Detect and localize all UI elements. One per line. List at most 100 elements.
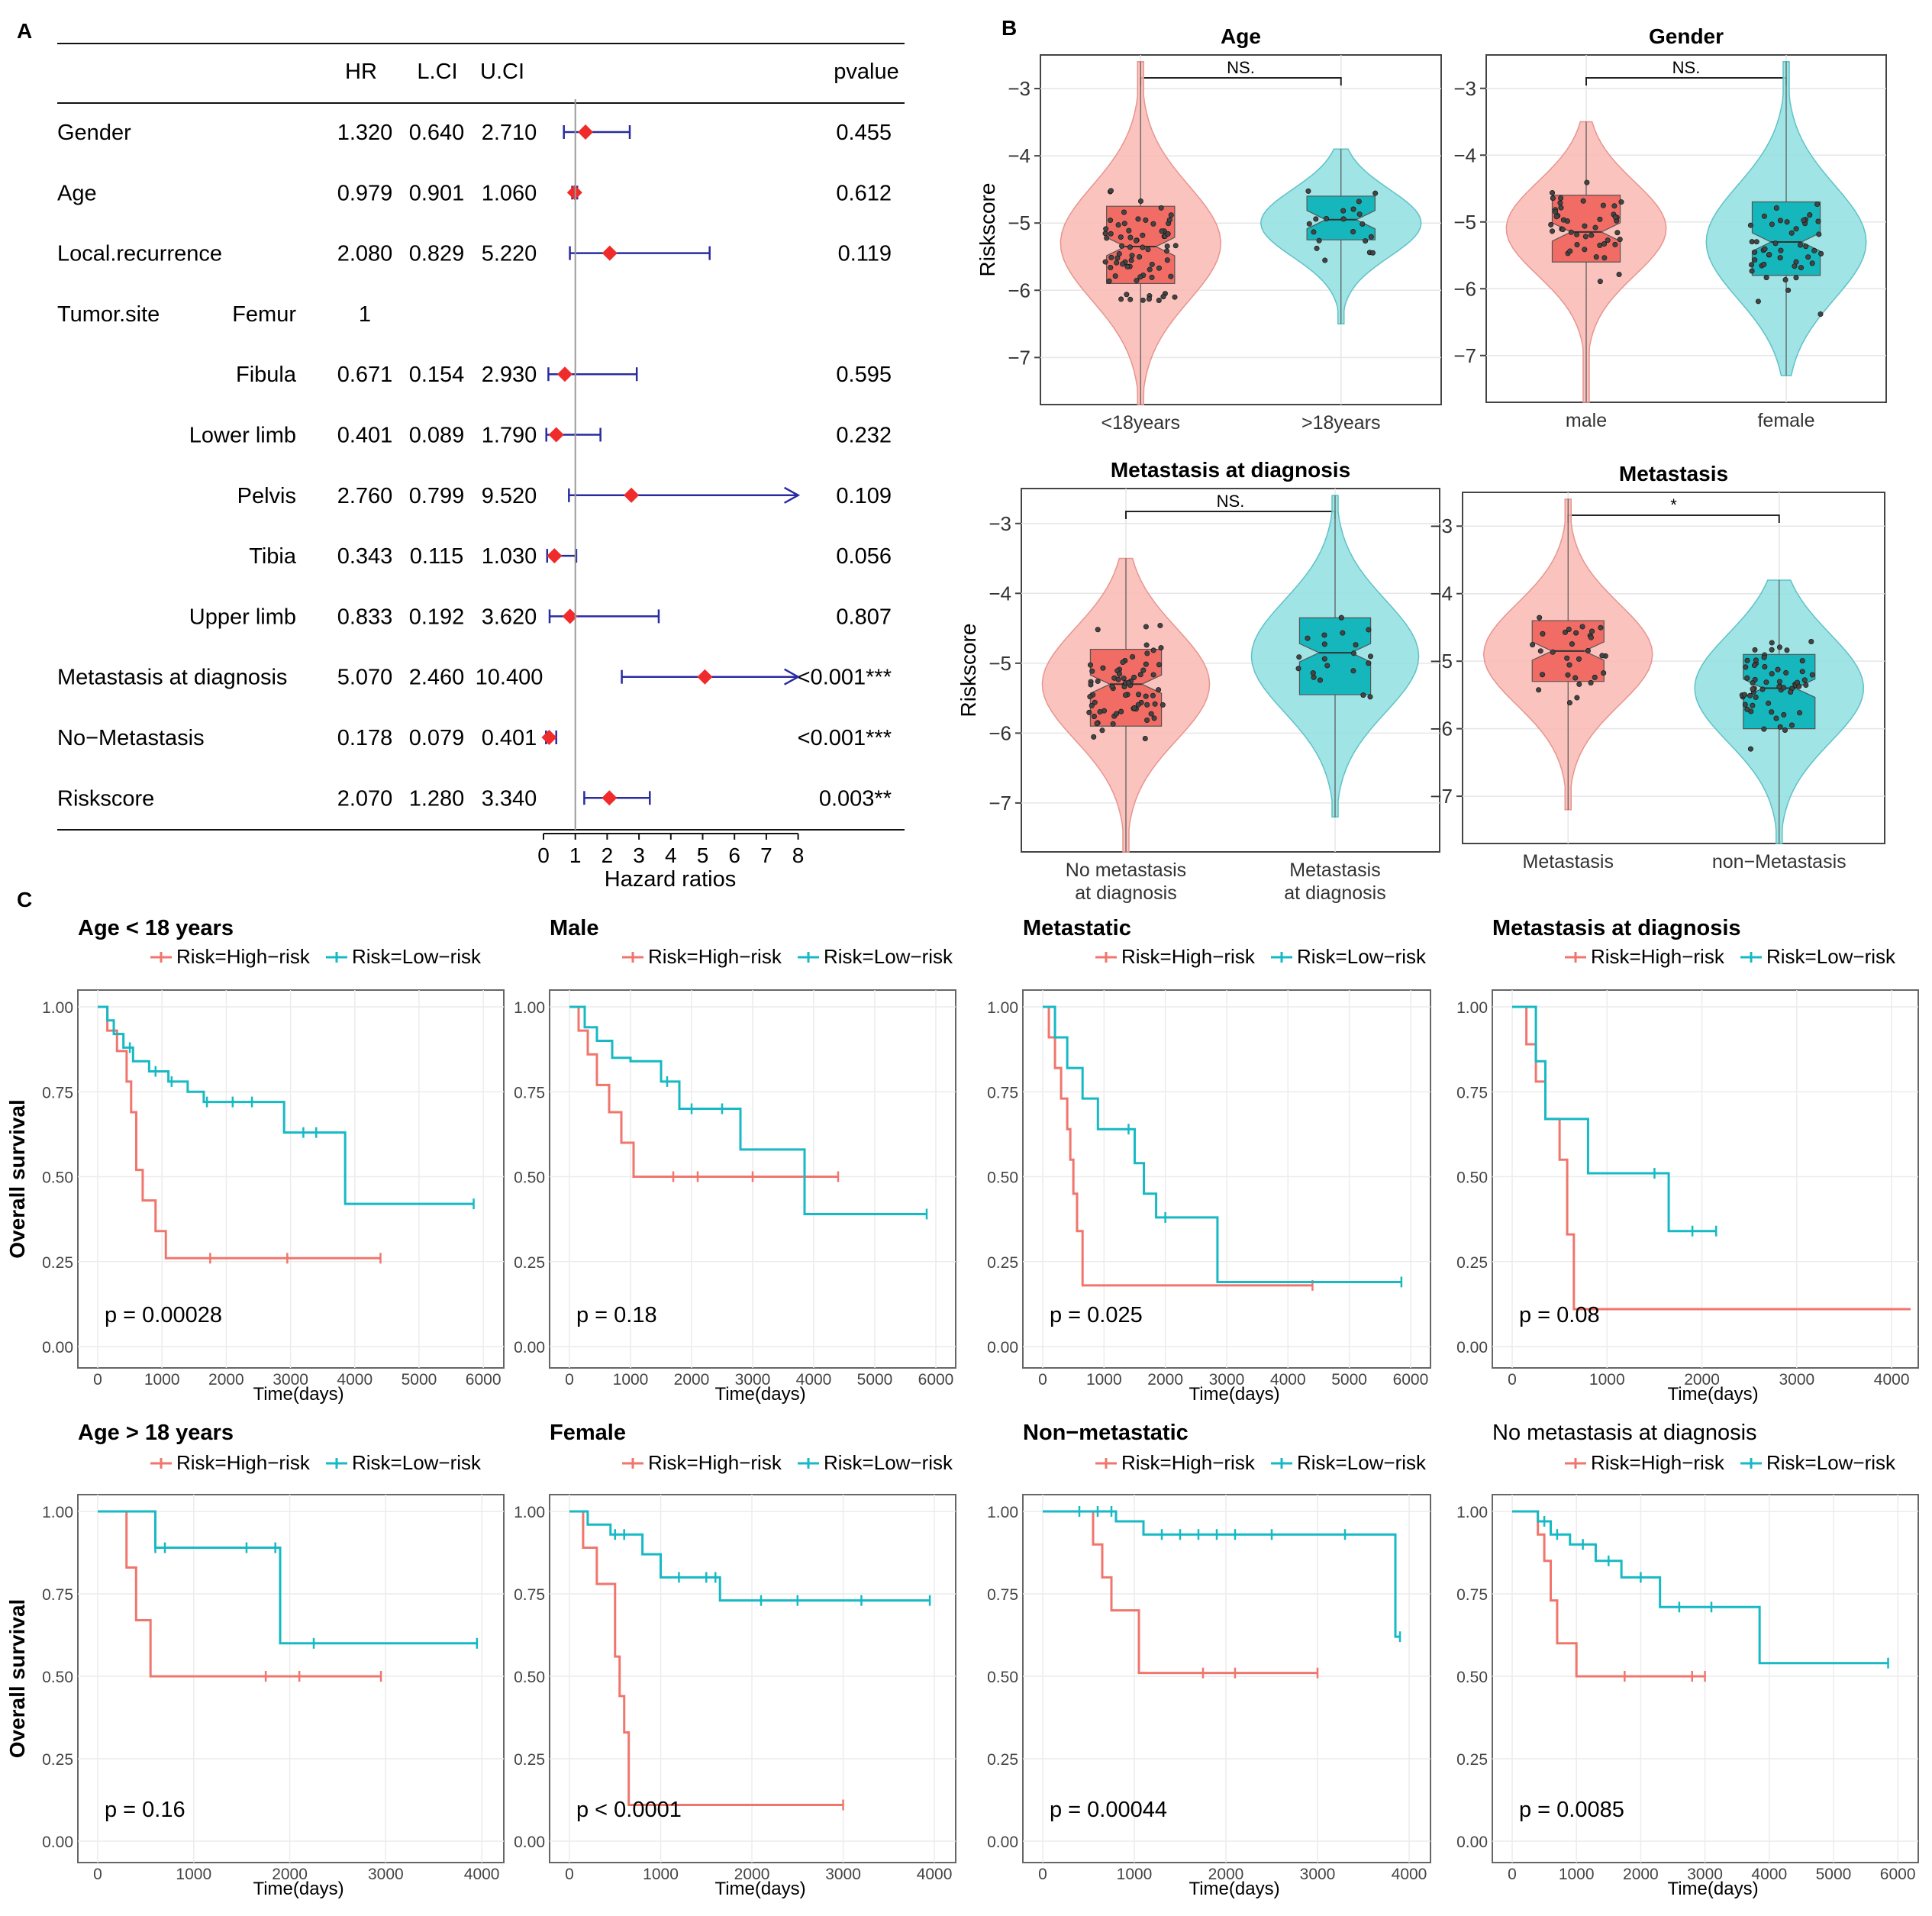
y-tick-label: −7 xyxy=(1008,346,1031,369)
forest-uci-value: 1.790 xyxy=(482,424,537,448)
y-tick-label: −5 xyxy=(989,652,1011,675)
data-point xyxy=(1559,227,1566,233)
data-point xyxy=(1801,218,1807,224)
x-tick-label: 2000 xyxy=(208,1371,244,1389)
legend-label-low: Risk=Low−risk xyxy=(824,945,953,968)
data-point xyxy=(1316,237,1322,244)
data-point xyxy=(1131,705,1137,711)
forest-hr-value: 1 xyxy=(359,302,371,327)
y-tick-label: 0.25 xyxy=(514,1254,545,1272)
x-tick-label: >18years xyxy=(1301,412,1381,434)
y-tick-label: 0.75 xyxy=(987,1586,1018,1604)
y-tick-label: 0.00 xyxy=(42,1834,73,1851)
data-point xyxy=(1129,253,1135,259)
km-title: Age > 18 years xyxy=(78,1421,234,1445)
hr-point xyxy=(556,366,573,382)
data-point xyxy=(1142,735,1148,741)
data-point xyxy=(1772,240,1779,247)
significance-label: NS. xyxy=(1672,58,1701,77)
data-point xyxy=(1143,642,1150,648)
data-point xyxy=(1750,686,1756,692)
data-point xyxy=(1580,198,1586,204)
y-tick-label: 0.75 xyxy=(987,1084,1018,1102)
km-title: Female xyxy=(550,1421,626,1445)
data-point xyxy=(1762,664,1768,670)
data-point xyxy=(1321,641,1327,647)
x-tick-label: 1000 xyxy=(144,1371,180,1389)
forest-row: Metastasis at diagnosis 5.070 2.460 10.400 <… xyxy=(57,666,892,690)
y-tick-label: −3 xyxy=(1430,514,1453,537)
x-tick-label: 0 xyxy=(565,1866,574,1883)
data-point xyxy=(1597,216,1603,222)
data-point xyxy=(1118,708,1124,714)
forest-lci-value: 0.089 xyxy=(409,424,465,448)
data-point xyxy=(1130,653,1136,660)
y-tick-label: 0.50 xyxy=(42,1169,73,1187)
data-point xyxy=(1372,190,1379,196)
forest-pvalue: <0.001*** xyxy=(798,726,892,750)
data-point xyxy=(1574,695,1580,701)
x-tick-label: 4000 xyxy=(337,1371,373,1389)
hr-point xyxy=(548,427,564,443)
forest-x-tick-label: 4 xyxy=(665,843,677,867)
x-tick-label: 2000 xyxy=(734,1866,770,1883)
x-tick-label: 0 xyxy=(565,1371,574,1389)
data-point xyxy=(1618,199,1624,205)
x-tick-label: 4000 xyxy=(464,1866,500,1883)
km-xlabel: Time(days) xyxy=(714,1384,805,1405)
data-point xyxy=(1106,278,1112,284)
data-point xyxy=(1118,234,1124,240)
data-point xyxy=(1809,672,1815,678)
data-point xyxy=(1788,230,1795,236)
data-point xyxy=(1592,224,1598,231)
data-point xyxy=(1156,297,1162,303)
data-point xyxy=(1340,208,1347,214)
km-title: Male xyxy=(550,916,598,940)
km-pvalue: p < 0.0001 xyxy=(576,1798,682,1822)
data-point xyxy=(1540,672,1546,678)
data-point xyxy=(1576,656,1582,662)
data-point xyxy=(1612,214,1618,220)
data-point xyxy=(1769,647,1775,653)
y-tick-label: 0.00 xyxy=(1456,1834,1488,1851)
ci-arrow xyxy=(783,486,801,504)
data-point xyxy=(1353,642,1359,648)
data-point xyxy=(1582,247,1588,253)
data-point xyxy=(1103,226,1109,232)
data-point xyxy=(1597,242,1603,248)
data-point xyxy=(1314,245,1320,251)
x-tick-label: 2000 xyxy=(272,1866,308,1883)
x-tick-label: 3000 xyxy=(1687,1866,1723,1883)
forest-uci-value: 5.220 xyxy=(482,242,537,266)
data-point xyxy=(1808,638,1814,644)
data-point xyxy=(1567,248,1573,254)
data-point xyxy=(1172,243,1179,249)
x-tick-label: 0 xyxy=(1038,1866,1047,1883)
y-tick-label: 0.50 xyxy=(514,1669,545,1686)
x-tick-label: Metastasis xyxy=(1523,851,1614,873)
forest-uci-value: 3.620 xyxy=(482,605,537,629)
forest-row-label: Gender xyxy=(57,121,131,145)
survival-curve xyxy=(1043,1005,1401,1283)
data-point xyxy=(1801,677,1808,683)
forest-x-tick-label: 7 xyxy=(760,843,772,867)
forest-row-sublabel: Fibula xyxy=(236,363,297,387)
survival-curve xyxy=(1512,1005,1717,1233)
data-point xyxy=(1762,246,1768,252)
forest-hr-value: 0.671 xyxy=(337,363,393,387)
data-point xyxy=(1164,248,1170,254)
y-tick-label: 1.00 xyxy=(987,1504,1018,1521)
y-tick-label: −7 xyxy=(989,792,1011,814)
data-point xyxy=(1761,726,1767,732)
km-panel: 0.00 0.25 0.50 0.75 1.00 0 1000 2000 3000 4000 500… xyxy=(1456,1421,1919,1899)
x-tick-label: 3000 xyxy=(735,1371,771,1389)
x-tick-label: 3000 xyxy=(1209,1371,1245,1389)
y-tick-label: −3 xyxy=(1008,77,1031,100)
data-point xyxy=(1321,656,1327,662)
y-tick-label: 0.50 xyxy=(42,1669,73,1686)
y-tick-label: −3 xyxy=(989,512,1011,535)
x-tick-label: 0 xyxy=(1508,1371,1517,1389)
data-point xyxy=(1100,665,1106,671)
km-pvalue: p = 0.08 xyxy=(1519,1303,1600,1327)
y-tick-label: −6 xyxy=(989,721,1011,744)
